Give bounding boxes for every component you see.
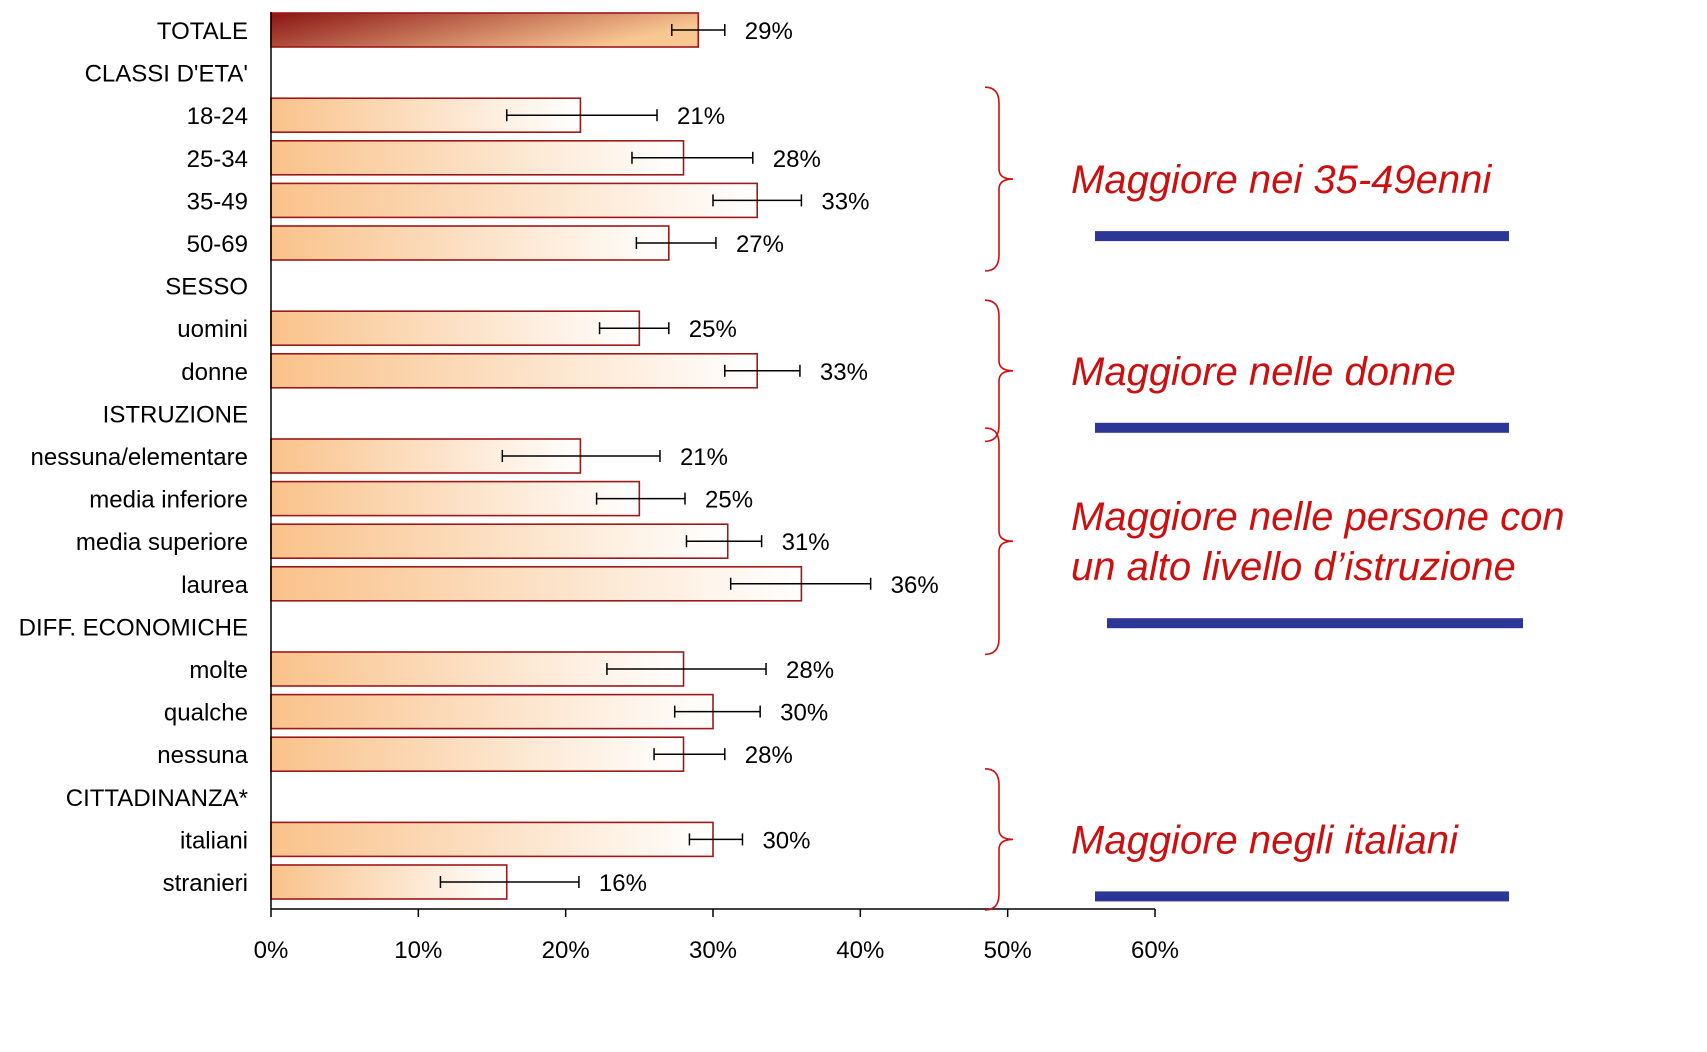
data-label: 29%: [745, 18, 793, 45]
bar: [270, 352, 759, 389]
category-label: 35-49: [187, 188, 248, 215]
bar: [270, 523, 729, 560]
bar: [270, 182, 759, 219]
category-label: media inferiore: [89, 487, 248, 514]
x-axis: 0% 10% 20% 30% 40% 50% 60%: [254, 12, 1179, 964]
annotation-brace: [984, 86, 1014, 272]
data-label: 21%: [680, 444, 728, 471]
data-label: 33%: [820, 359, 868, 386]
bars-layer: 29%21%28%33%27%25%33%21%25%31%36%28%30%2…: [270, 12, 939, 900]
total-bar: [270, 12, 700, 48]
group-header-label: SESSO: [165, 274, 248, 301]
category-label: italiani: [180, 827, 248, 854]
category-labels-layer: TOTALE CLASSI D'ETA' 18-24 25-34 35-49 50-69 S…: [19, 18, 249, 897]
category-label: media superiore: [76, 529, 248, 556]
group-header-label: ISTRUZIONE: [103, 401, 248, 428]
data-label: 31%: [782, 529, 830, 556]
x-tick-label: 10%: [394, 937, 442, 964]
data-label: 28%: [786, 657, 834, 684]
annotation-brace: [984, 299, 1014, 443]
bar: [270, 565, 803, 602]
x-tick-label: 30%: [689, 937, 737, 964]
data-label: 30%: [762, 827, 810, 854]
annotation-underline: [1095, 231, 1509, 242]
category-label: uomini: [177, 316, 248, 343]
x-tick-label: 50%: [984, 937, 1032, 964]
bar: [270, 480, 641, 517]
annotation-text: Maggiore nelle persone con: [1071, 495, 1565, 539]
annotation-brace: [984, 768, 1014, 911]
group-header-label: CLASSI D'ETA': [85, 61, 248, 88]
data-label: 28%: [773, 146, 821, 173]
bar: [270, 821, 714, 858]
data-label: 33%: [821, 188, 869, 215]
category-label: stranieri: [163, 870, 248, 897]
annotation-text: Maggiore nelle donne: [1071, 350, 1456, 394]
annotation-text: Maggiore negli italiani: [1071, 818, 1459, 862]
data-label: 25%: [689, 316, 737, 343]
x-tick-label: 60%: [1131, 937, 1179, 964]
category-label: 18-24: [187, 103, 248, 130]
annotation-underline: [1107, 618, 1523, 629]
bar: [270, 693, 714, 730]
annotation-underline: [1095, 422, 1509, 433]
x-tick-label: 40%: [836, 937, 884, 964]
category-label: qualche: [164, 700, 248, 727]
category-label: donne: [181, 359, 248, 386]
annotation-text: Maggiore nei 35-49enni: [1071, 158, 1492, 202]
category-label: 50-69: [187, 231, 248, 258]
bar: [270, 140, 685, 176]
data-label: 25%: [705, 487, 753, 514]
x-tick-label: 0%: [254, 937, 289, 964]
annotation-brace: [984, 427, 1014, 656]
annotation-text: un alto livello d’istruzione: [1071, 545, 1516, 589]
data-label: 36%: [891, 572, 939, 599]
category-label: nessuna/elementare: [31, 444, 248, 471]
category-label: 25-34: [187, 146, 248, 173]
data-label: 27%: [736, 231, 784, 258]
bar: [270, 736, 685, 773]
category-label: molte: [189, 657, 248, 684]
data-label: 21%: [677, 103, 725, 130]
bar: [270, 225, 670, 261]
data-label: 30%: [780, 700, 828, 727]
data-label: 28%: [745, 742, 793, 769]
group-header-label: CITTADINANZA*: [66, 785, 248, 812]
category-label: nessuna: [157, 742, 248, 769]
data-label: 16%: [599, 870, 647, 897]
annotation-underline: [1095, 891, 1509, 902]
group-header-label: DIFF. ECONOMICHE: [19, 614, 248, 641]
x-tick-label: 20%: [542, 937, 590, 964]
bar: [270, 310, 641, 347]
annotations-layer: Maggiore nei 35-49enni Maggiore nelle don…: [984, 86, 1565, 911]
category-label: laurea: [181, 572, 248, 599]
category-label: TOTALE: [157, 18, 248, 45]
